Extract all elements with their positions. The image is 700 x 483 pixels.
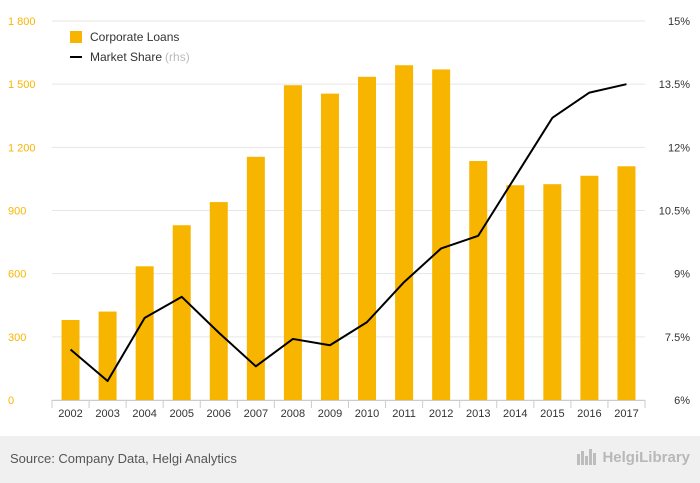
- x-tick-label: 2017: [614, 408, 638, 420]
- y-left-tick-label: 1 200: [8, 142, 36, 154]
- x-tick-label: 2008: [281, 408, 305, 420]
- bar: [543, 184, 562, 400]
- legend-bar-swatch: [70, 31, 82, 43]
- x-tick-label: 2003: [95, 408, 119, 420]
- x-tick-label: 2004: [132, 408, 156, 420]
- bar: [617, 166, 636, 400]
- y-right-tick-label: 15%: [668, 16, 690, 28]
- y-left-tick-label: 0: [8, 395, 14, 407]
- y-left-tick-label: 1 800: [8, 16, 36, 28]
- bar: [98, 311, 117, 400]
- bar: [135, 266, 154, 400]
- x-tick-label: 2015: [540, 408, 564, 420]
- bar: [432, 69, 451, 400]
- bar: [172, 225, 191, 400]
- market-share-line: [69, 83, 627, 383]
- y-right-tick-label: 6%: [674, 395, 690, 407]
- legend-label-market-share: Market Share: [90, 50, 163, 64]
- x-tick-label: 2016: [577, 408, 601, 420]
- bar: [320, 93, 339, 401]
- bar: [283, 85, 302, 400]
- bar: [358, 76, 377, 400]
- y-left-tick-label: 300: [8, 332, 26, 344]
- x-tick-label: 2012: [429, 408, 453, 420]
- legend-rhs-tag: (rhs): [165, 50, 190, 64]
- bar: [506, 185, 525, 400]
- y-right-tick-label: 7.5%: [665, 332, 690, 344]
- logo-text: HelgiLibrary: [602, 448, 690, 466]
- x-tick-label: 2002: [58, 408, 82, 420]
- x-tick-label: 2005: [169, 408, 193, 420]
- bar: [395, 65, 414, 400]
- y-left-tick-label: 900: [8, 206, 26, 218]
- x-tick-label: 2010: [355, 408, 379, 420]
- x-tick-label: 2007: [244, 408, 268, 420]
- source-note: Source: Company Data, Helgi Analytics: [10, 451, 237, 466]
- legend-item-market-share[interactable]: Market Share (rhs): [70, 48, 190, 66]
- library-icon: [577, 449, 597, 465]
- bar: [580, 175, 599, 400]
- legend-item-corporate-loans[interactable]: Corporate Loans: [70, 28, 190, 46]
- legend: Corporate Loans Market Share (rhs): [70, 28, 190, 68]
- footer: Source: Company Data, Helgi Analytics He…: [0, 436, 700, 483]
- y-right-tick-label: 9%: [674, 269, 690, 281]
- y-right-tick-label: 13.5%: [659, 79, 690, 91]
- bar: [209, 202, 228, 400]
- bar: [61, 319, 80, 400]
- bar: [246, 156, 265, 400]
- y-right-tick-label: 12%: [668, 142, 690, 154]
- x-tick-label: 2011: [392, 408, 416, 420]
- legend-label-corporate-loans: Corporate Loans: [90, 30, 180, 44]
- y-right-tick-label: 10.5%: [659, 206, 690, 218]
- legend-line-swatch: [70, 56, 82, 58]
- y-left-tick-label: 600: [8, 269, 26, 281]
- x-tick-label: 2006: [207, 408, 231, 420]
- y-left-tick-label: 1 500: [8, 79, 36, 91]
- helgi-library-logo[interactable]: HelgiLibrary: [576, 448, 690, 466]
- bar: [469, 161, 488, 400]
- chart: 0 6% 300 7.5% 600 9% 900 10.5% 1 200 12% 1 500 13.5…: [8, 16, 690, 420]
- x-tick-label: 2014: [503, 408, 527, 420]
- x-tick-label: 2013: [466, 408, 490, 420]
- x-tick-label: 2009: [318, 408, 342, 420]
